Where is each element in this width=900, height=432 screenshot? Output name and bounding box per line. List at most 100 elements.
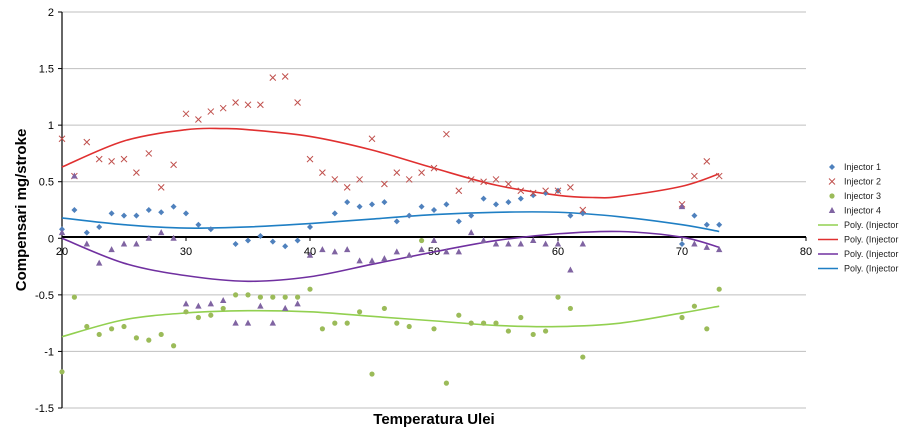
point-injector-2 [492,176,500,183]
point-injector-4 [468,229,475,236]
point-injector-1 [307,223,313,230]
point-injector-2 [257,101,264,109]
point-injector-2 [232,99,239,106]
point-injector-1 [245,237,251,244]
point-injector-1 [331,210,338,217]
point-injector-4 [418,246,425,253]
legend-marker-injector-1 [829,164,835,170]
point-injector-3 [183,309,189,315]
point-injector-2 [517,187,525,195]
legend-label-injector-1: Injector 1 [844,162,881,172]
point-injector-4 [96,259,103,266]
x-marker-stroke [108,157,115,165]
point-injector-3 [567,305,574,312]
point-injector-4 [207,300,214,307]
point-injector-4 [319,246,326,253]
point-injector-2 [418,169,425,177]
point-injector-4 [554,240,562,247]
point-injector-2 [182,110,190,118]
point-injector-3 [406,323,412,330]
point-injector-2 [467,176,475,183]
point-injector-4 [505,240,512,247]
point-injector-3 [71,294,77,300]
point-injector-2 [133,169,140,177]
point-injector-3 [481,320,487,326]
x-marker-stroke [480,178,487,186]
point-injector-3 [121,323,127,330]
point-injector-4 [716,246,723,253]
point-injector-2 [157,184,165,191]
point-injector-3 [530,331,536,338]
point-injector-1 [121,212,127,219]
point-injector-3 [195,314,201,321]
point-injector-4 [579,240,586,247]
legend-item-injector-1: Injector 1 [829,162,881,172]
point-injector-2 [381,180,388,188]
point-injector-2 [542,187,549,195]
point-injector-3 [171,343,177,349]
x-marker-stroke [343,184,351,191]
point-injector-4 [517,240,524,247]
point-injector-3 [580,354,586,360]
point-injector-3 [208,312,214,318]
legend-marker-injector-2 [828,178,836,185]
x-marker-stroke [381,180,388,188]
point-injector-3 [716,286,722,292]
point-injector-1 [145,207,152,213]
legend: Injector 1 Injector 2 Injector 3 Injector 4… [818,162,900,274]
point-injector-1 [716,221,723,228]
point-injector-2 [567,184,574,191]
point-injector-1 [480,195,487,202]
x-marker-stroke [356,176,363,183]
legend-marker-injector-4 [828,207,836,213]
y-tick-label: -0.5 [35,290,54,302]
trendline-poly-injector-2 [61,127,720,199]
point-injector-4 [356,257,363,264]
x-marker-stroke [133,169,140,177]
point-injector-2 [331,176,339,183]
point-injector-1 [158,209,165,216]
point-injector-1 [493,201,499,208]
x-marker-stroke [455,187,463,195]
point-injector-1 [232,240,239,247]
legend-item-poly-injector-2: Poly. (Injector 2) [818,235,900,245]
point-injector-1 [431,207,437,213]
point-injector-3 [59,369,65,375]
point-injector-2 [356,176,363,183]
point-injector-4 [294,300,301,307]
legend-label-injector-3: Injector 3 [844,191,881,201]
point-injector-4 [269,319,276,326]
point-injector-1 [257,233,264,240]
point-injector-4 [455,248,462,255]
point-injector-1 [468,212,475,219]
point-injector-3 [555,294,561,300]
point-injector-3 [704,326,710,332]
x-marker-stroke [157,184,165,191]
x-marker-stroke [232,99,239,106]
point-injector-4 [257,302,264,309]
legend-item-poly-injector-3: Poly. (Injector 3) [818,220,900,230]
x-marker-stroke [170,161,177,169]
point-injector-2 [579,206,587,214]
point-injector-1 [269,238,276,245]
point-injector-1 [530,192,537,199]
x-tick-label: 30 [180,246,192,258]
point-injector-2 [306,155,314,163]
point-injector-1 [170,203,177,210]
point-injector-3 [381,305,387,312]
point-injector-3 [394,320,400,326]
point-injector-3 [357,309,363,315]
x-marker-stroke [294,99,301,106]
point-injector-1 [108,210,115,217]
point-injector-3 [245,292,251,298]
y-tick-label: 2 [48,7,54,19]
legend-item-poly-injector-1: Poly. (Injector 1) [818,264,900,274]
point-injector-2 [691,172,698,180]
x-tick-label: 20 [56,246,68,258]
point-injector-2 [368,135,376,143]
point-injector-4 [58,229,66,236]
point-injector-3 [257,294,263,300]
x-axis-title: Temperatura Ulei [373,411,494,428]
point-injector-1 [183,210,189,217]
point-injector-4 [443,248,450,255]
